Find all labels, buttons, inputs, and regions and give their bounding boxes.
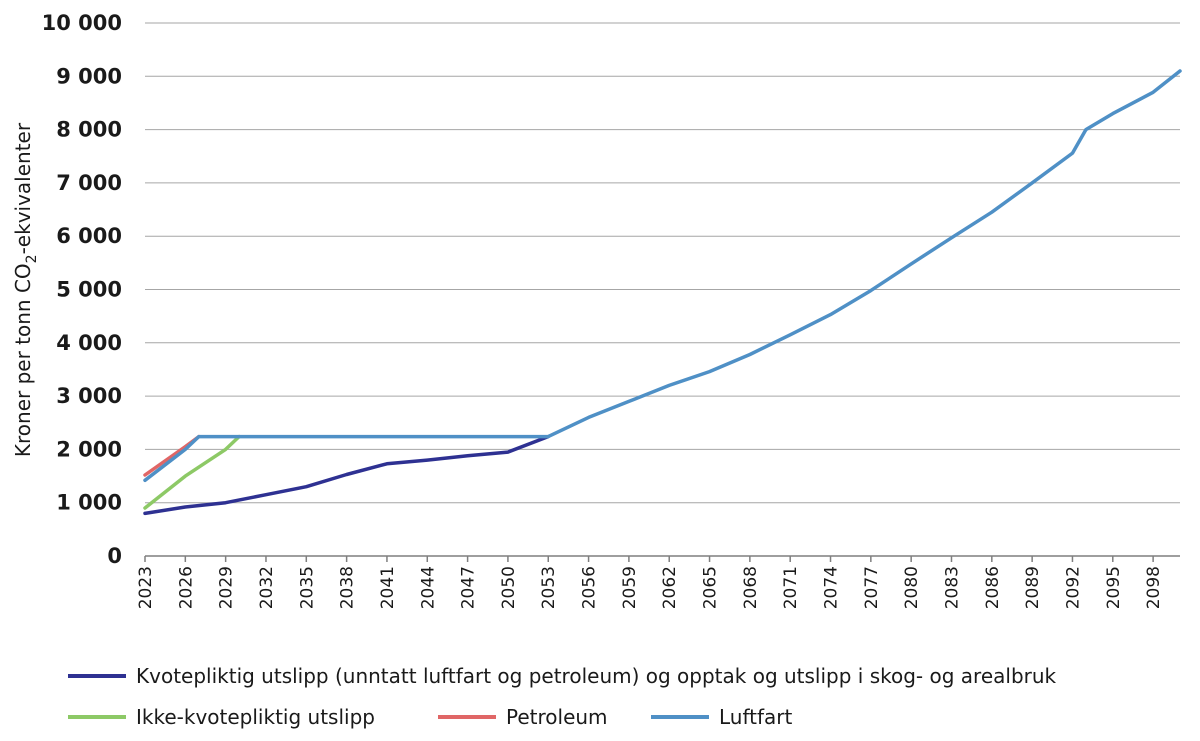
x-tick-label: 2044: [418, 566, 438, 609]
x-tick-label: 2071: [781, 566, 801, 609]
legend-label-0: Kvotepliktig utslipp (unntatt luftfart o…: [136, 664, 1057, 688]
x-tick-label: 2095: [1104, 566, 1124, 609]
y-tick-label: 2 000: [56, 437, 122, 461]
y-tick-label: 1 000: [56, 491, 122, 515]
legend-label-3: Luftfart: [719, 705, 793, 729]
y-tick-label: 7 000: [56, 171, 122, 195]
x-tick-label: 2050: [499, 566, 519, 609]
series-line-1: [143, 434, 241, 510]
x-axis-ticks: 2023 2026 2029 2032 2035 2038 2041 2044 2047 2050…: [136, 556, 1164, 609]
x-tick-label: 2068: [741, 566, 761, 609]
x-tick-label: 2098: [1144, 566, 1164, 609]
x-tick-label: 2023: [136, 566, 156, 609]
series-lines: [143, 69, 1182, 516]
x-tick-label: 2083: [942, 566, 962, 609]
x-tick-label: 2092: [1063, 566, 1083, 609]
x-tick-label: 2089: [1023, 566, 1043, 609]
legend-label-1: Ikke-kvotepliktig utslipp: [136, 705, 375, 729]
x-tick-label: 2065: [701, 566, 721, 609]
x-tick-label: 2047: [459, 566, 479, 609]
x-tick-label: 2080: [902, 566, 922, 609]
y-tick-label: 3 000: [56, 384, 122, 408]
x-tick-label: 2053: [539, 566, 559, 609]
x-tick-label: 2086: [983, 566, 1003, 609]
x-tick-label: 2041: [378, 566, 398, 609]
y-tick-label: 8 000: [56, 118, 122, 142]
y-tick-label: 6 000: [56, 224, 122, 248]
y-tick-label: 4 000: [56, 331, 122, 355]
y-axis-ticks: 0 1 000 2 000 3 000 4 000 5 000 6 000 7 000 8 00…: [42, 11, 122, 568]
x-tick-label: 2056: [580, 566, 600, 609]
legend: Kvotepliktig utslipp (unntatt luftfart o…: [68, 664, 1057, 729]
legend-label-2: Petroleum: [506, 705, 608, 729]
y-tick-label: 5 000: [56, 278, 122, 302]
x-tick-label: 2062: [660, 566, 680, 609]
x-tick-label: 2026: [176, 566, 196, 609]
y-tick-label: 9 000: [56, 64, 122, 88]
x-tick-label: 2074: [822, 566, 842, 609]
x-tick-label: 2035: [297, 566, 317, 609]
gridlines: [145, 22, 1180, 557]
x-tick-label: 2038: [338, 566, 358, 609]
series-line-0: [143, 434, 550, 516]
y-tick-label: 0: [107, 544, 122, 568]
x-tick-label: 2059: [620, 566, 640, 609]
x-tick-label: 2032: [257, 566, 277, 609]
series-line-3: [143, 69, 1182, 483]
x-tick-label: 2029: [217, 566, 237, 609]
y-axis-label: Kroner per tonn CO2-ekvivalenter: [11, 122, 40, 457]
y-tick-label: 10 000: [42, 11, 122, 35]
x-tick-label: 2077: [862, 566, 882, 609]
